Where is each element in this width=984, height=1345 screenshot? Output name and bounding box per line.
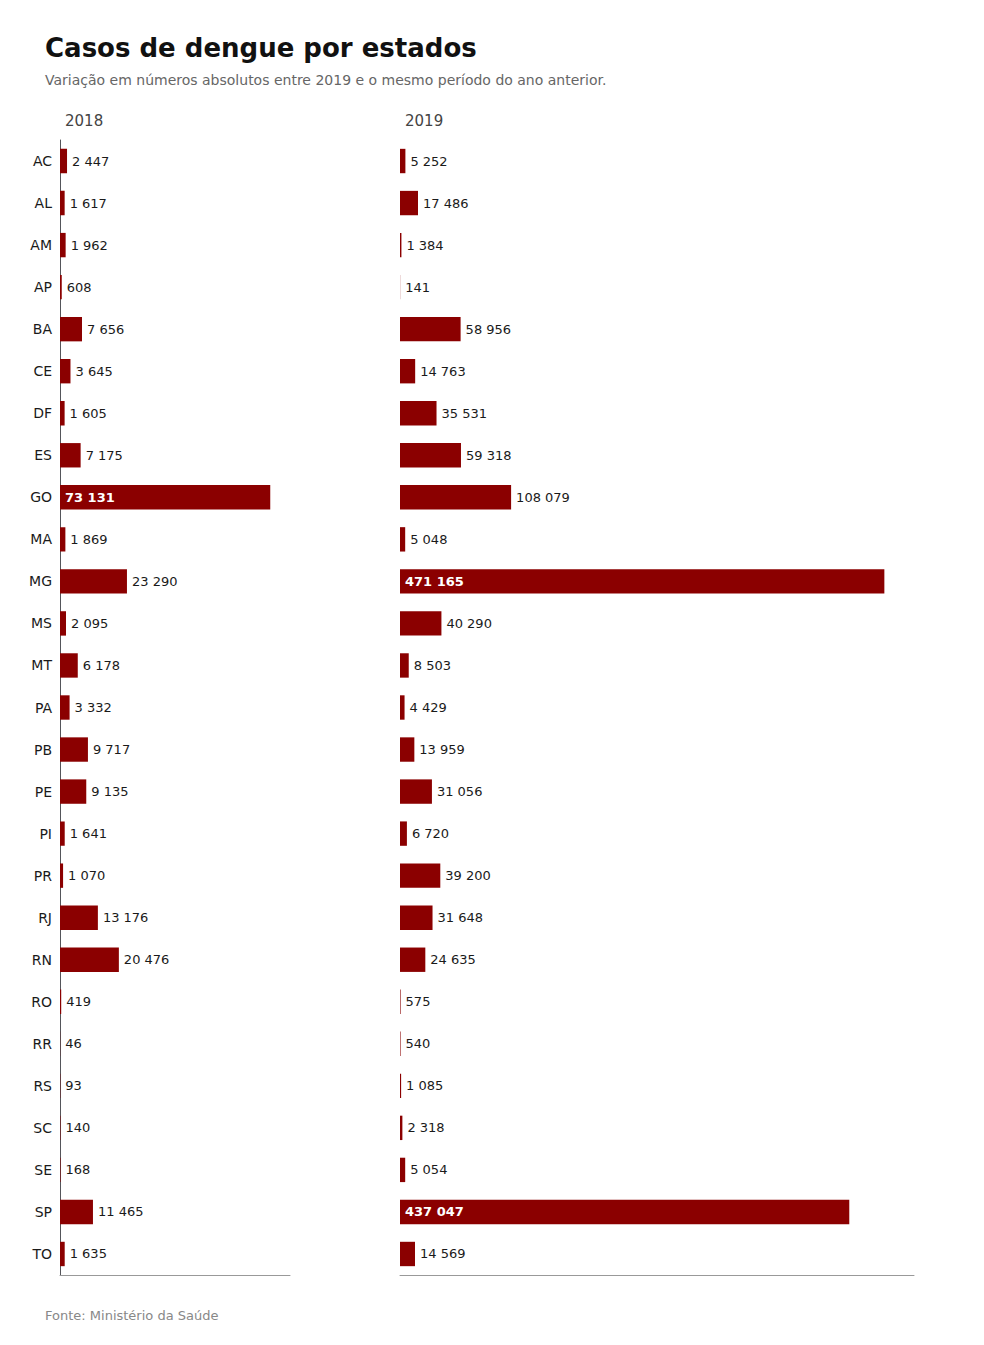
svg-text:2 095: 2 095 (71, 616, 108, 631)
svg-text:TO: TO (31, 1246, 52, 1262)
svg-text:8 503: 8 503 (414, 658, 451, 673)
svg-text:1 962: 1 962 (71, 238, 108, 253)
svg-text:RJ: RJ (38, 910, 52, 926)
svg-text:35 531: 35 531 (442, 406, 488, 421)
svg-text:AL: AL (35, 195, 53, 211)
svg-text:1 641: 1 641 (70, 826, 107, 841)
svg-text:73 131: 73 131 (65, 490, 115, 505)
svg-text:1 070: 1 070 (68, 868, 105, 883)
svg-text:11 465: 11 465 (98, 1204, 144, 1219)
svg-text:58 956: 58 956 (466, 322, 512, 337)
svg-text:DF: DF (33, 405, 52, 421)
svg-text:20 476: 20 476 (124, 952, 170, 967)
svg-text:39 200: 39 200 (445, 868, 491, 883)
svg-text:3 645: 3 645 (75, 364, 112, 379)
svg-text:24 635: 24 635 (430, 952, 476, 967)
svg-text:2 318: 2 318 (407, 1120, 444, 1135)
svg-text:608: 608 (67, 280, 92, 295)
svg-text:168: 168 (65, 1162, 90, 1177)
svg-text:MS: MS (31, 615, 52, 631)
svg-text:13 959: 13 959 (419, 742, 465, 757)
svg-text:6 178: 6 178 (83, 658, 120, 673)
svg-text:Variação em números absolutos: Variação em números absolutos entre 2019… (45, 72, 606, 88)
svg-text:SP: SP (35, 1204, 52, 1220)
svg-text:RN: RN (32, 952, 52, 968)
svg-text:5 252: 5 252 (410, 154, 447, 169)
svg-text:9 135: 9 135 (91, 784, 128, 799)
svg-text:31 648: 31 648 (438, 910, 484, 925)
svg-text:575: 575 (406, 994, 431, 1009)
svg-text:31 056: 31 056 (437, 784, 483, 799)
svg-text:Casos de dengue por estados: Casos de dengue por estados (45, 33, 477, 63)
svg-text:13 176: 13 176 (103, 910, 149, 925)
svg-text:9 717: 9 717 (93, 742, 130, 757)
svg-text:2019: 2019 (405, 112, 443, 130)
svg-text:RO: RO (31, 994, 52, 1010)
svg-text:ES: ES (34, 447, 52, 463)
svg-text:AP: AP (34, 279, 52, 295)
svg-text:46: 46 (65, 1036, 82, 1051)
svg-text:23 290: 23 290 (132, 574, 178, 589)
svg-text:419: 419 (66, 994, 91, 1009)
svg-text:BA: BA (33, 321, 53, 337)
svg-text:437 047: 437 047 (405, 1204, 464, 1219)
svg-text:1 617: 1 617 (70, 196, 107, 211)
svg-text:AC: AC (33, 153, 52, 169)
svg-text:RR: RR (33, 1036, 53, 1052)
svg-text:PB: PB (34, 742, 52, 758)
svg-text:AM: AM (30, 237, 52, 253)
svg-text:Fonte: Ministério da Saúde: Fonte: Ministério da Saúde (45, 1308, 218, 1323)
svg-text:14 763: 14 763 (420, 364, 466, 379)
svg-text:SE: SE (34, 1162, 52, 1178)
svg-text:MA: MA (30, 531, 52, 547)
svg-text:MG: MG (29, 573, 52, 589)
svg-text:59 318: 59 318 (466, 448, 512, 463)
svg-text:4 429: 4 429 (410, 700, 447, 715)
svg-text:PR: PR (34, 868, 52, 884)
svg-text:PE: PE (35, 784, 52, 800)
svg-text:CE: CE (33, 363, 52, 379)
svg-text:RS: RS (33, 1078, 52, 1094)
svg-text:2 447: 2 447 (72, 154, 109, 169)
svg-text:6 720: 6 720 (412, 826, 449, 841)
svg-text:471 165: 471 165 (405, 574, 464, 589)
svg-text:1 635: 1 635 (70, 1246, 107, 1261)
svg-text:540: 540 (406, 1036, 431, 1051)
svg-text:5 048: 5 048 (410, 532, 447, 547)
svg-text:14 569: 14 569 (420, 1246, 466, 1261)
svg-text:108 079: 108 079 (516, 490, 570, 505)
svg-text:PI: PI (39, 826, 52, 842)
svg-text:1 605: 1 605 (70, 406, 107, 421)
svg-text:141: 141 (405, 280, 430, 295)
svg-text:40 290: 40 290 (446, 616, 492, 631)
svg-text:2018: 2018 (65, 112, 103, 130)
svg-text:SC: SC (33, 1120, 52, 1136)
svg-text:7 175: 7 175 (86, 448, 123, 463)
svg-text:1 869: 1 869 (70, 532, 107, 547)
svg-text:1 085: 1 085 (406, 1078, 443, 1093)
svg-text:PA: PA (35, 700, 53, 716)
svg-text:3 332: 3 332 (75, 700, 112, 715)
svg-text:MT: MT (31, 657, 52, 673)
svg-text:5 054: 5 054 (410, 1162, 447, 1177)
svg-text:93: 93 (65, 1078, 82, 1093)
svg-text:1 384: 1 384 (406, 238, 443, 253)
svg-text:GO: GO (30, 489, 52, 505)
svg-text:17 486: 17 486 (423, 196, 469, 211)
svg-text:7 656: 7 656 (87, 322, 124, 337)
svg-text:140: 140 (65, 1120, 90, 1135)
